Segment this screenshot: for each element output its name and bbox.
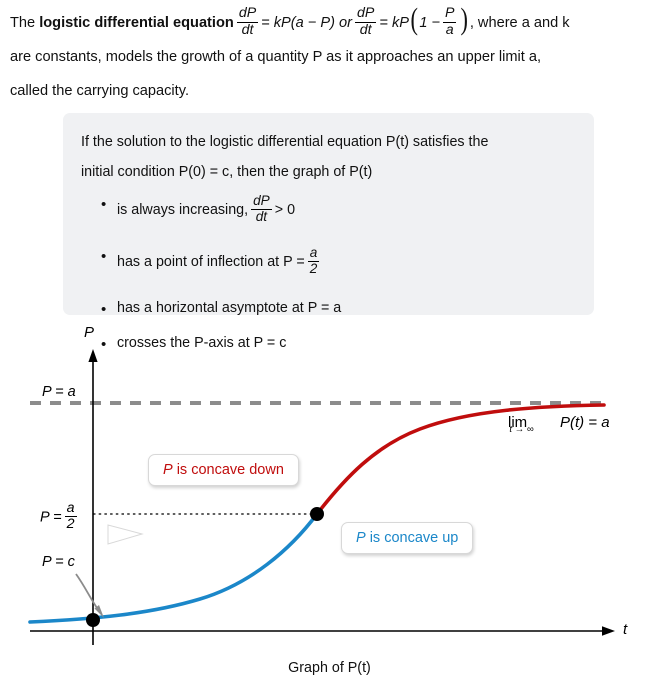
intro-paragraph: The logistic differential equation dP dt… [10,3,655,108]
intro-line-2: are constants, models the growth of a qu… [10,49,542,65]
figure-caption: Graph of P(t) [0,660,659,676]
bullet-glyph: • [101,300,107,318]
panel-bullet-list: • is always increasing, dP dt > 0 • has … [81,193,576,353]
initial-condition-marker [86,613,100,627]
limit-operator: lim [508,414,528,431]
curve-concave-down [315,403,606,516]
graph-svg [28,349,615,645]
intro-equation-2: = kP [379,15,409,31]
list-item: • has a horizontal asymptote at P = a [81,299,576,318]
callout-concave-up-text: is concave up [365,530,459,546]
list-item: • crosses the P-axis at P = c [81,334,576,353]
bullet-glyph: • [101,248,107,266]
p-axis-label: P [84,324,95,341]
p-axis-arrowhead [88,349,98,362]
fraction-dP-dt-bullet: dP dt [251,193,272,225]
fraction-numerator: dP [357,5,375,22]
fraction-denominator: dt [355,21,377,38]
callout-concave-up-variable: P [356,530,366,546]
callout-concave-down-text: is concave down [172,462,284,478]
callout-concave-down-variable: P [163,462,173,478]
fraction-numerator: a [309,245,318,261]
intro-line-3: called the carrying capacity. [10,83,189,99]
figure-caption-text: Graph of P(t) [288,660,371,676]
bullet-glyph: • [101,335,107,353]
label-p-equals-lead: P = [40,509,62,526]
limit-subscript: t → ∞ [509,424,534,435]
fraction-denominator: a [443,21,457,38]
callout-concave-down: P is concave down [148,454,299,486]
fraction-a-over-2-bullet: a 2 [307,245,320,277]
logistic-graph: P t P = a P = a 2 P = c lim t → ∞ P(t) =… [0,318,659,687]
fraction-denominator: 2 [307,261,320,277]
intro-inner-lead: 1 − [419,15,441,31]
list-item-text: has a horizontal asymptote at P = a [117,299,342,316]
summary-panel: If the solution to the logistic differen… [63,113,594,353]
panel-lead-line-1: If the solution to the logistic differen… [81,134,489,150]
list-item-text: crosses the P-axis at P = c [117,334,287,351]
callout-concave-up: P is concave up [341,522,474,554]
intro-bold-term: logistic differential equation [39,15,234,31]
fraction-numerator: dP [238,5,257,22]
list-item: • has a point of inflection at P = a 2 [81,245,576,277]
label-p-equals-a: P = a [42,384,76,400]
list-item-text-tail: > 0 [274,201,296,218]
fraction-numerator: a [66,500,75,516]
fraction-denominator: 2 [64,516,77,533]
label-p-equals-c: P = c [42,554,75,570]
fraction-numerator: P [445,5,455,22]
curve-concave-up [28,512,319,624]
fraction-denominator: dt [236,21,259,38]
label-p-equals-a-text: P = a [42,384,76,400]
list-item: • is always increasing, dP dt > 0 [81,193,576,225]
pointer-arrowhead-p-equals-c [94,605,104,618]
intro-tail: , where a and k [469,15,570,31]
pointer-arrow-p-equals-c [75,573,101,613]
t-axis-label: t [623,621,628,638]
t-axis-arrowhead [602,626,615,636]
label-p-equals-c-text: P = c [42,554,75,570]
fraction-dP-dt-1: dP dt [236,5,259,38]
intro-text-start: The [10,15,40,31]
bullet-glyph: • [101,196,107,213]
intro-equation-1: = kP(a − P) or [261,15,353,31]
panel-lead-line-2: initial condition P(0) = c, then the gra… [81,164,373,180]
list-item-text: is always increasing, [117,201,249,218]
inflection-point-marker [310,507,324,521]
fraction-dP-dt-2: dP dt [355,5,377,38]
label-p-equals-a-over-2: P = a 2 [40,500,80,534]
fraction-P-a: P a [443,5,457,38]
list-item-text: has a point of inflection at P = [117,254,305,271]
limit-annotation: lim t → ∞ P(t) = a [508,414,610,435]
fraction-denominator: dt [251,208,272,225]
fraction-numerator: dP [253,193,270,208]
fraction-a-over-2-axis: a 2 [64,500,77,533]
limit-body: P(t) = a [559,414,610,431]
callout-tail-concave-up [107,524,144,545]
